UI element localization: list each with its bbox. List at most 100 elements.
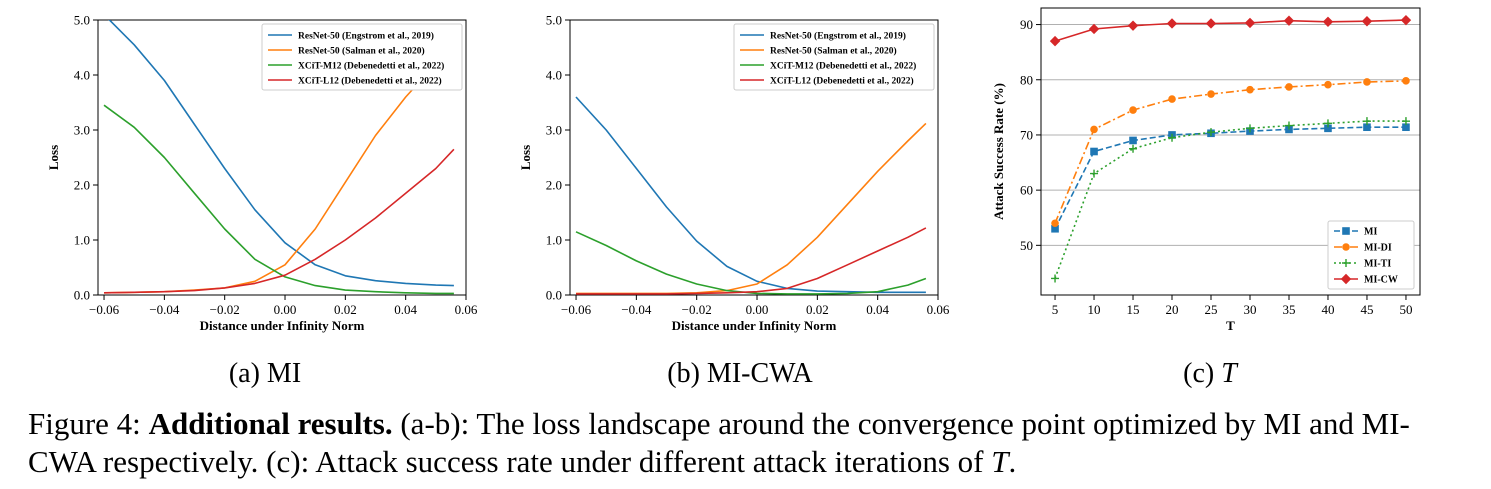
caption-symbol: T	[991, 444, 1009, 479]
subcaption-prefix: (c)	[1183, 358, 1221, 389]
plot-frame-b	[569, 19, 939, 296]
data-point-mi-cw	[1088, 23, 1100, 35]
data-point-mi	[1363, 123, 1371, 132]
legend-label: ResNet-50 (Salman et al., 2020)	[770, 46, 897, 57]
data-point-mi-di	[1129, 106, 1137, 114]
y-tick-label: 3.0	[74, 123, 90, 138]
data-point-mi-ti	[1362, 117, 1371, 126]
y-axis-label: Loss	[518, 145, 533, 170]
legend-label: MI	[1364, 227, 1377, 238]
legend-marker-mi-di	[1342, 243, 1350, 251]
legend-label: MI-TI	[1364, 259, 1391, 270]
legend-label: XCiT-M12 (Debenedetti et al., 2022)	[770, 61, 916, 72]
series-line-mi-ti	[1054, 120, 1406, 279]
subcaption-b: (b) MI-CWA	[667, 358, 813, 389]
legend-box	[261, 23, 463, 91]
data-point-mi-cw	[1166, 18, 1178, 29]
x-axis-label: T	[1226, 318, 1235, 333]
data-point-mi-cw	[1205, 18, 1217, 29]
data-point-mi-di	[1324, 80, 1332, 89]
y-tick-label: 5.0	[74, 13, 90, 28]
data-point-mi-ti	[1284, 121, 1293, 130]
caption-bold-title: Additional results.	[148, 406, 393, 441]
x-axis-label: Distance under Infinity Norm	[200, 318, 365, 333]
legend-label: ResNet-50 (Salman et al., 2020)	[298, 46, 425, 57]
y-axis-label: Loss	[46, 145, 61, 170]
x-tick-label: 0.02	[334, 302, 357, 317]
series-line-mi-cw	[1054, 19, 1407, 42]
data-point-mi-cw	[1244, 17, 1256, 29]
subcaption-symbol: T	[1221, 358, 1239, 389]
data-point-mi-di	[1168, 95, 1176, 103]
data-point-mi-cw	[1361, 16, 1373, 27]
plot-frame-c	[1040, 7, 1421, 296]
legend-marker-mi-ti	[1342, 259, 1350, 267]
data-point-mi-ti	[1090, 169, 1099, 178]
data-point-mi-ti	[1051, 274, 1060, 283]
series-line-mi	[1054, 126, 1406, 230]
data-point-mi-cw	[1283, 15, 1295, 26]
y-tick-label: 3.0	[546, 123, 562, 138]
x-tick-label: 0.06	[927, 302, 950, 317]
data-point-mi-cw	[1127, 20, 1139, 31]
series-line-mi-di	[1054, 80, 1407, 224]
x-tick-label: 20	[1166, 302, 1179, 317]
data-point-mi	[1246, 127, 1254, 135]
data-point-mi-di	[1285, 83, 1293, 91]
x-tick-label: 35	[1282, 302, 1295, 317]
data-point-mi-di	[1207, 90, 1215, 98]
x-tick-label: −0.06	[89, 302, 120, 317]
y-tick-label: 1.0	[74, 233, 90, 248]
y-tick-label: 90	[1020, 17, 1033, 32]
x-tick-label: 15	[1127, 302, 1140, 317]
x-tick-label: −0.06	[561, 302, 592, 317]
data-point-mi-di	[1402, 77, 1410, 85]
legend-label: ResNet-50 (Engstrom et al., 2019)	[770, 31, 906, 42]
x-tick-label: 45	[1360, 302, 1373, 317]
data-point-mi-ti	[1246, 124, 1254, 133]
x-tick-label: −0.04	[621, 302, 652, 317]
data-point-mi-cw	[1400, 14, 1412, 26]
x-tick-label: 40	[1321, 302, 1334, 317]
y-tick-label: 4.0	[74, 68, 90, 83]
series-line-resnet-50-salman-et-al-2020	[576, 122, 927, 295]
data-point-mi	[1168, 131, 1176, 139]
legend-marker-mi-cw	[1340, 273, 1352, 285]
x-tick-label: 0.02	[806, 302, 829, 317]
series-line-resnet-50-engstrom-et-al-2019	[575, 96, 926, 294]
x-tick-label: 5	[1052, 302, 1059, 317]
x-tick-label: 0.00	[274, 302, 297, 317]
data-point-mi-ti	[1401, 117, 1410, 126]
data-point-mi-ti	[1129, 144, 1138, 153]
y-tick-label: 1.0	[546, 233, 562, 248]
data-point-mi	[1090, 147, 1098, 156]
y-tick-label: 70	[1020, 127, 1033, 142]
series-line-xcit-l12-debenedetti-et-al-2022	[103, 148, 455, 294]
series-line-xcit-m12-debenedetti-et-al-2022	[575, 231, 927, 295]
data-point-mi-di	[1051, 219, 1059, 228]
data-point-mi	[1402, 123, 1410, 132]
y-tick-label: 50	[1020, 238, 1033, 253]
legend-box	[1327, 220, 1415, 290]
subcaption-c: (c) T	[1183, 358, 1239, 389]
y-tick-label: 0.0	[74, 288, 90, 303]
y-tick-label: 5.0	[546, 13, 562, 28]
x-tick-label: 30	[1243, 302, 1256, 317]
x-axis-label: Distance under Infinity Norm	[672, 318, 837, 333]
legend-box	[733, 23, 935, 91]
legend-label: MI-DI	[1364, 243, 1392, 254]
x-tick-label: −0.04	[149, 302, 180, 317]
series-line-resnet-50-engstrom-et-al-2019	[108, 20, 454, 287]
figure-caption: Figure 4: Additional results. (a-b): The…	[28, 405, 1468, 481]
x-tick-label: 0.06	[455, 302, 478, 317]
data-point-mi-di	[1090, 125, 1098, 134]
legend-label: XCiT-L12 (Debenedetti et al., 2022)	[298, 76, 442, 87]
data-point-mi-ti	[1207, 128, 1215, 137]
data-point-mi	[1051, 224, 1059, 233]
y-tick-label: 80	[1020, 72, 1033, 87]
series-line-xcit-l12-debenedetti-et-al-2022	[576, 227, 927, 295]
data-point-mi-di	[1363, 78, 1371, 86]
data-point-mi	[1129, 136, 1137, 145]
legend-label: ResNet-50 (Engstrom et al., 2019)	[298, 31, 434, 42]
y-tick-label: 60	[1020, 183, 1033, 198]
